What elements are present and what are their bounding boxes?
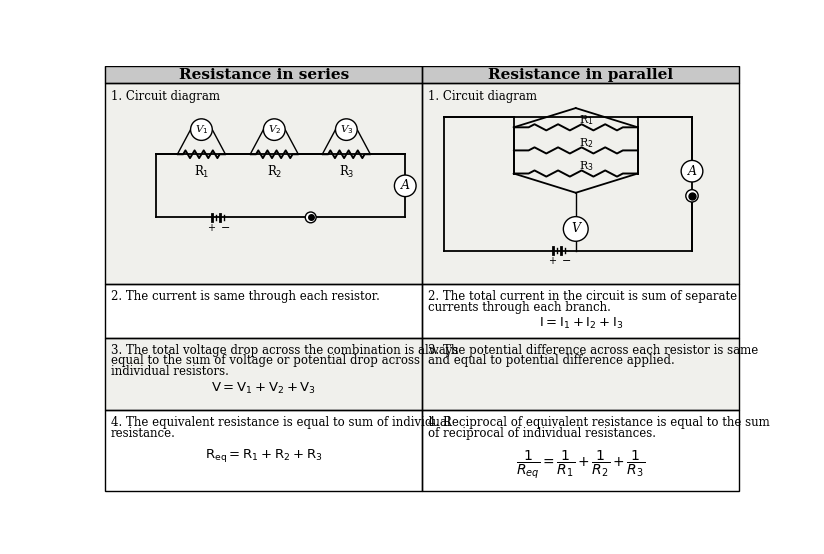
Text: 4. Reciprocal of equivalent resistance is equal to the sum: 4. Reciprocal of equivalent resistance i… xyxy=(428,416,770,429)
Bar xyxy=(422,284,739,337)
Circle shape xyxy=(686,189,698,202)
Text: 3. The total voltage drop across the combination is always: 3. The total voltage drop across the com… xyxy=(110,343,458,357)
Bar xyxy=(422,337,739,410)
Text: R$_2$: R$_2$ xyxy=(578,136,593,150)
Bar xyxy=(422,84,739,284)
Text: $\mathrm{I = I_1 + I_2 + I_3}$: $\mathrm{I = I_1 + I_2 + I_3}$ xyxy=(539,316,623,331)
Bar xyxy=(422,410,739,491)
Text: $\mathrm{V= V_1 + V_2 + V_3}$: $\mathrm{V= V_1 + V_2 + V_3}$ xyxy=(211,381,316,396)
Text: R$_2$: R$_2$ xyxy=(267,165,282,181)
Bar xyxy=(422,66,739,84)
Text: 1. Circuit diagram: 1. Circuit diagram xyxy=(110,90,220,102)
Polygon shape xyxy=(105,84,422,284)
Text: resistance.: resistance. xyxy=(110,427,176,440)
Circle shape xyxy=(564,217,588,242)
Text: 4. The equivalent resistance is equal to sum of individual: 4. The equivalent resistance is equal to… xyxy=(110,416,451,429)
Text: currents through each branch.: currents through each branch. xyxy=(428,301,611,314)
Polygon shape xyxy=(105,337,422,410)
Bar xyxy=(105,337,422,410)
Text: 2. The current is same through each resistor.: 2. The current is same through each resi… xyxy=(110,290,380,303)
Circle shape xyxy=(190,119,213,140)
Text: +: + xyxy=(548,256,555,266)
Bar xyxy=(105,284,422,337)
Polygon shape xyxy=(105,66,422,84)
Bar xyxy=(105,410,422,491)
Text: of reciprocal of individual resistances.: of reciprocal of individual resistances. xyxy=(428,427,656,440)
Text: individual resistors.: individual resistors. xyxy=(110,365,228,378)
Text: 3. The potential difference across each resistor is same: 3. The potential difference across each … xyxy=(428,343,758,357)
Text: V$_1$: V$_1$ xyxy=(194,123,208,136)
Text: Resistance in parallel: Resistance in parallel xyxy=(489,68,673,82)
Text: R$_3$: R$_3$ xyxy=(578,159,593,173)
Polygon shape xyxy=(422,284,739,337)
Text: 2. The total current in the circuit is sum of separate: 2. The total current in the circuit is s… xyxy=(428,290,737,303)
Circle shape xyxy=(264,119,285,140)
Bar xyxy=(105,84,422,284)
Text: −: − xyxy=(221,223,230,233)
Circle shape xyxy=(335,119,357,140)
Polygon shape xyxy=(105,410,422,491)
Polygon shape xyxy=(105,284,422,337)
Text: Resistance in series: Resistance in series xyxy=(179,68,349,82)
Polygon shape xyxy=(422,84,739,284)
Text: $\dfrac{1}{R_{eq}} = \dfrac{1}{R_1} + \dfrac{1}{R_2} + \dfrac{1}{R_3}$: $\dfrac{1}{R_{eq}} = \dfrac{1}{R_1} + \d… xyxy=(516,448,645,481)
Text: $\mathrm{R_{eq} = R_1 + R_2 + R_3}$: $\mathrm{R_{eq} = R_1 + R_2 + R_3}$ xyxy=(205,447,323,464)
Text: V$_3$: V$_3$ xyxy=(339,123,353,136)
Text: R$_1$: R$_1$ xyxy=(194,165,209,181)
Text: A: A xyxy=(400,179,410,192)
Text: V: V xyxy=(571,223,580,235)
Text: +: + xyxy=(207,223,215,233)
Text: −: − xyxy=(562,256,571,266)
Bar xyxy=(105,66,422,84)
Text: R$_1$: R$_1$ xyxy=(578,112,593,126)
Circle shape xyxy=(681,161,703,182)
Circle shape xyxy=(305,212,316,223)
Text: A: A xyxy=(687,165,696,178)
Circle shape xyxy=(395,175,416,197)
Text: 1. Circuit diagram: 1. Circuit diagram xyxy=(428,90,536,102)
Polygon shape xyxy=(422,66,739,84)
Polygon shape xyxy=(422,337,739,410)
Text: and equal to potential difference applied.: and equal to potential difference applie… xyxy=(428,355,675,367)
Text: V$_2$: V$_2$ xyxy=(268,123,281,136)
Polygon shape xyxy=(422,410,739,491)
Text: R$_3$: R$_3$ xyxy=(339,165,354,181)
Text: equal to the sum of voltage or potential drop across: equal to the sum of voltage or potential… xyxy=(110,355,419,367)
